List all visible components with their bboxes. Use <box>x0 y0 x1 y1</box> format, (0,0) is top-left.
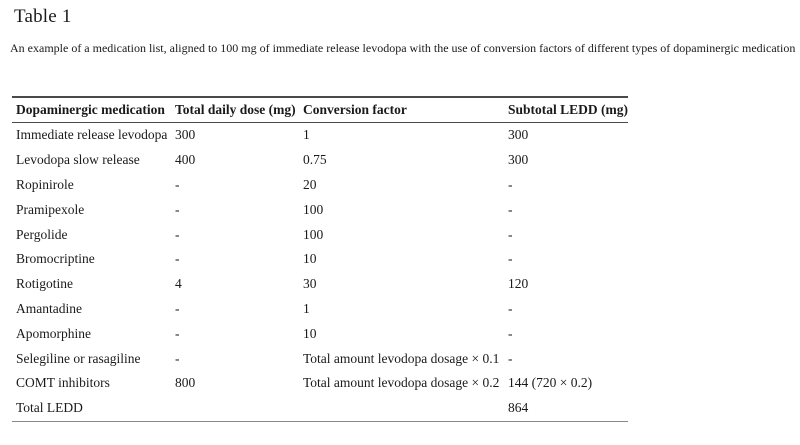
table-cell: 1 <box>303 127 310 143</box>
table-cell: 800 <box>175 375 196 391</box>
table-row: Immediate release levodopa 300 1 300 <box>12 123 628 148</box>
table-row: Pramipexole - 100 - <box>12 197 628 222</box>
medication-table: Dopaminergic medication Total daily dose … <box>12 96 628 422</box>
table-cell: 864 <box>508 400 529 416</box>
table-cell: - <box>175 176 180 192</box>
table-cell: 10 <box>303 251 317 267</box>
table-cell: Total LEDD <box>16 400 83 416</box>
table-cell: 1 <box>303 300 310 316</box>
table-row: Selegiline or rasagiline - Total amount le… <box>12 346 628 371</box>
table-cell: 20 <box>303 176 317 192</box>
table-cell: Ropinirole <box>16 176 74 192</box>
table-cell: - <box>508 300 513 316</box>
table-row: Apomorphine - 10 - <box>12 321 628 346</box>
table-cell: Total amount levodopa dosage × 0.2 <box>303 375 500 391</box>
table-cell: Amantadine <box>16 300 82 316</box>
table-row: COMT inhibitors 800 Total amount levodopa … <box>12 371 628 396</box>
table-cell <box>303 396 508 421</box>
table-cell: 30 <box>303 276 317 292</box>
header-row: Dopaminergic medication Total daily dose … <box>12 97 628 123</box>
table-cell: - <box>508 176 513 192</box>
table-title: Table 1 <box>14 6 72 27</box>
medication-table-body: Immediate release levodopa 300 1 300 Levodop… <box>12 123 628 422</box>
table-cell: - <box>508 226 513 242</box>
table-cell: Pergolide <box>16 226 68 242</box>
column-header: Dopaminergic medication <box>16 102 165 117</box>
table-cell: - <box>508 325 513 341</box>
medication-table-header: Dopaminergic medication Total daily dose … <box>12 97 628 123</box>
table-cell: Levodopa slow release <box>16 152 140 168</box>
table-cell: 120 <box>508 276 529 292</box>
table-cell: 4 <box>175 276 182 292</box>
table-row: Rotigotine 4 30 120 <box>12 272 628 297</box>
table-cell: COMT inhibitors <box>16 375 110 391</box>
table-cell: Apomorphine <box>16 325 91 341</box>
table-row: Ropinirole - 20 - <box>12 173 628 198</box>
column-header: Total daily dose (mg) <box>175 102 296 117</box>
table-cell: - <box>175 300 180 316</box>
table-row: Pergolide - 100 - <box>12 222 628 247</box>
table-cell: Bromocriptine <box>16 251 95 267</box>
table-cell: - <box>175 251 180 267</box>
table-cell: - <box>175 226 180 242</box>
table-cell: 100 <box>303 226 324 242</box>
table-row: Total LEDD 864 <box>12 396 628 422</box>
table-cell: - <box>508 350 513 366</box>
column-header: Conversion factor <box>303 102 407 117</box>
table-cell: - <box>508 201 513 217</box>
table-cell: Pramipexole <box>16 201 85 217</box>
table-cell: 400 <box>175 152 196 168</box>
table-cell: - <box>175 325 180 341</box>
table-row: Levodopa slow release 400 0.75 300 <box>12 148 628 173</box>
column-header: Subtotal LEDD (mg) <box>508 102 629 117</box>
table-cell <box>175 396 303 421</box>
table-row: Amantadine - 1 - <box>12 297 628 322</box>
table-cell: 100 <box>303 201 324 217</box>
table-cell: 300 <box>175 127 196 143</box>
table-cell: 10 <box>303 325 317 341</box>
table-caption: An example of a medication list, aligned… <box>10 41 796 55</box>
table-cell: Immediate release levodopa <box>16 127 168 143</box>
table-row: Bromocriptine - 10 - <box>12 247 628 272</box>
table-cell: - <box>175 350 180 366</box>
table-cell: 300 <box>508 127 529 143</box>
table-cell: Rotigotine <box>16 276 73 292</box>
table-cell: Total amount levodopa dosage × 0.1 <box>303 350 500 366</box>
table-cell: - <box>175 201 180 217</box>
table-cell: Selegiline or rasagiline <box>16 350 141 366</box>
table-cell: 0.75 <box>303 152 327 168</box>
table-cell: 144 (720 × 0.2) <box>508 375 593 391</box>
table-cell: 300 <box>508 152 529 168</box>
table-cell: - <box>508 251 513 267</box>
